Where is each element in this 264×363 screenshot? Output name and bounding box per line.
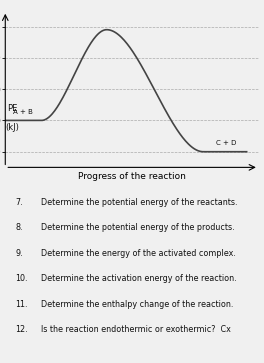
Text: Determine the enthalpy change of the reaction.: Determine the enthalpy change of the rea… <box>41 300 233 309</box>
Text: Determine the potential energy of the products.: Determine the potential energy of the pr… <box>41 224 234 232</box>
Text: 8.: 8. <box>15 224 23 232</box>
Text: 12.: 12. <box>15 325 28 334</box>
Text: 7.: 7. <box>15 198 23 207</box>
Text: A + B: A + B <box>13 109 33 115</box>
Text: (kJ): (kJ) <box>5 123 19 131</box>
Text: 10.: 10. <box>15 274 28 284</box>
Text: 9.: 9. <box>15 249 23 258</box>
Text: Is the reaction endothermic or exothermic?  Cx: Is the reaction endothermic or exothermi… <box>41 325 231 334</box>
Text: 11.: 11. <box>15 300 28 309</box>
X-axis label: Progress of the reaction: Progress of the reaction <box>78 172 186 180</box>
Text: Determine the activation energy of the reaction.: Determine the activation energy of the r… <box>41 274 236 284</box>
Text: C + D: C + D <box>216 140 236 146</box>
Text: PE: PE <box>7 105 17 113</box>
Text: Determine the energy of the activated complex.: Determine the energy of the activated co… <box>41 249 236 258</box>
Text: Determine the potential energy of the reactants.: Determine the potential energy of the re… <box>41 198 237 207</box>
